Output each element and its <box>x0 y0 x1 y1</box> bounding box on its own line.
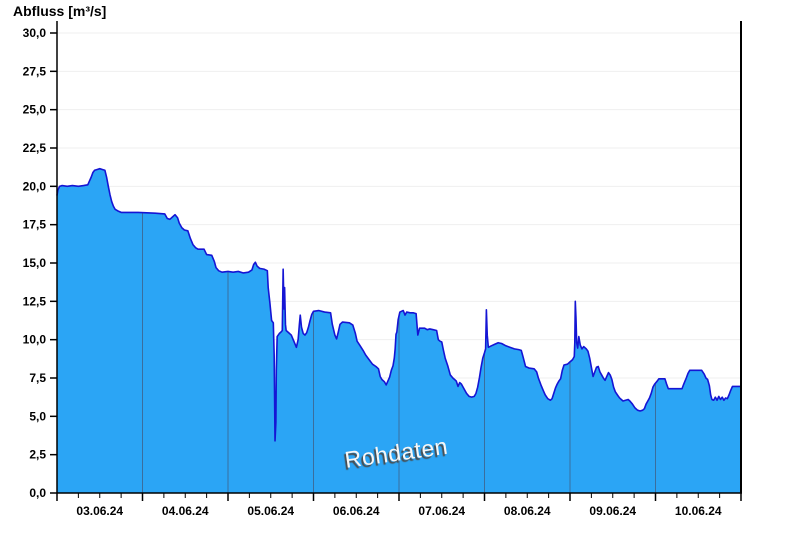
y-tick-label: 30,0 <box>23 26 47 40</box>
y-tick-label: 12,5 <box>23 294 47 308</box>
discharge-curve <box>56 167 742 442</box>
chart-title: Abfluss [m³/s] <box>13 3 107 19</box>
y-tick-label: 15,0 <box>23 256 47 270</box>
y-tick-label: 0,0 <box>29 486 46 500</box>
y-tick-label: 10,0 <box>23 333 47 347</box>
y-tick-label: 7,5 <box>29 371 46 385</box>
y-tick-label: 22,5 <box>23 141 47 155</box>
y-tick-label: 5,0 <box>29 409 46 423</box>
x-tick-label: 07.06.24 <box>418 504 465 518</box>
y-tick-label: 2,5 <box>29 448 46 462</box>
x-tick-label: 05.06.24 <box>247 504 294 518</box>
x-tick-label: 09.06.24 <box>589 504 636 518</box>
x-tick-label: 04.06.24 <box>162 504 209 518</box>
x-tick-label: 08.06.24 <box>504 504 551 518</box>
y-tick-label: 25,0 <box>23 103 47 117</box>
x-tick-label: 10.06.24 <box>675 504 722 518</box>
y-tick-label: 17,5 <box>23 218 47 232</box>
y-tick-label: 27,5 <box>23 64 47 78</box>
x-tick-label: 03.06.24 <box>76 504 123 518</box>
x-tick-label: 06.06.24 <box>333 504 380 518</box>
y-tick-label: 20,0 <box>23 179 47 193</box>
